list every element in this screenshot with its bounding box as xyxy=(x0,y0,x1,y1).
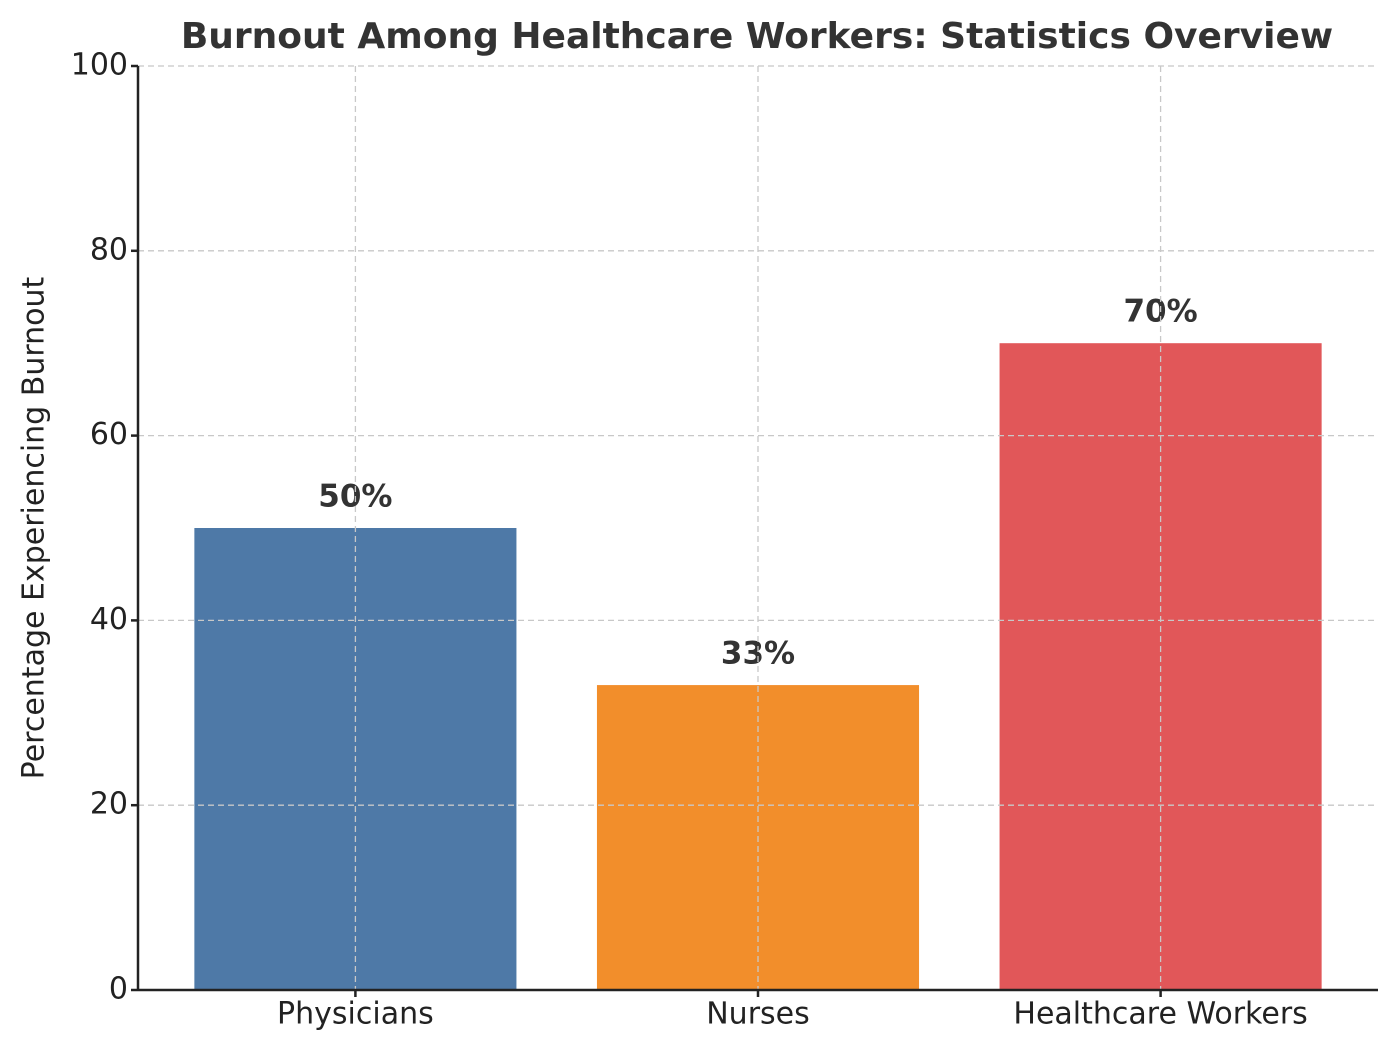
y-tick-label: 40 xyxy=(90,602,128,637)
chart-title: Burnout Among Healthcare Workers: Statis… xyxy=(181,16,1333,57)
y-tick-label: 0 xyxy=(109,972,128,1007)
y-tick-label: 60 xyxy=(90,417,128,452)
y-tick-label: 100 xyxy=(71,48,128,83)
x-tick-label: Nurses xyxy=(706,997,810,1032)
x-tick-label: Healthcare Workers xyxy=(1013,997,1307,1032)
y-axis-label: Percentage Experiencing Burnout xyxy=(17,276,52,779)
y-tick-label: 80 xyxy=(90,232,128,267)
y-tick-label: 20 xyxy=(90,787,128,822)
x-tick-label: Physicians xyxy=(277,997,434,1032)
